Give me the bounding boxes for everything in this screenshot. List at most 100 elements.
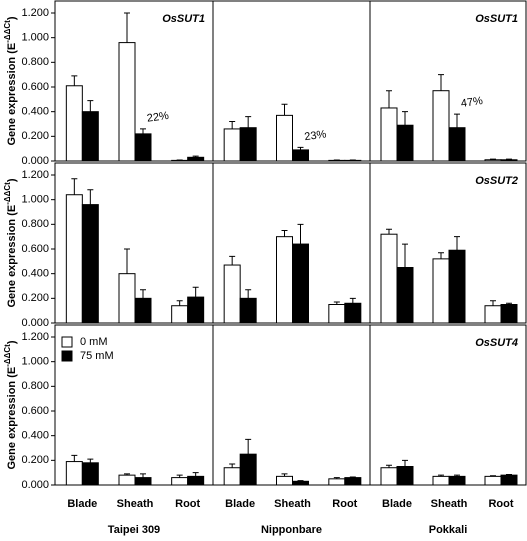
y-tick-label: 0.000 — [21, 155, 49, 167]
error-bar — [490, 300, 496, 306]
panel-frame — [212, 324, 371, 486]
error-bar — [140, 473, 146, 478]
bar — [292, 480, 309, 486]
bar — [448, 127, 466, 162]
error-bar — [245, 438, 252, 455]
bar — [432, 258, 450, 324]
y-tick-label: 0.400 — [21, 430, 49, 442]
error-bar — [386, 90, 392, 108]
legend-label: 0 mM — [80, 336, 108, 348]
error-bar — [386, 464, 392, 468]
bar — [292, 149, 309, 162]
y-tick-label: 0.600 — [21, 243, 49, 255]
bar — [292, 243, 309, 324]
error-bar — [490, 158, 496, 160]
error-bar — [506, 158, 512, 160]
y-axis-label-main: Gene expression (E — [6, 43, 18, 146]
bar — [134, 477, 152, 486]
bar — [484, 159, 502, 162]
error-bar — [402, 243, 408, 268]
y-tick-label: 0.600 — [21, 81, 49, 93]
error-bar — [124, 473, 130, 476]
x-axis-label: Nipponbare — [261, 524, 322, 536]
error-bar — [402, 111, 408, 126]
bar — [276, 475, 293, 486]
error-bar — [140, 128, 146, 134]
y-axis-label-sup: -ΔΔCt — [3, 20, 12, 43]
gene-label: OsSUT1 — [162, 13, 205, 25]
error-bar — [454, 474, 460, 477]
y-tick-label: 0.200 — [21, 454, 49, 466]
bar — [396, 124, 414, 162]
gene-label: OsSUT1 — [475, 13, 518, 25]
error-bar — [454, 113, 460, 128]
panel-frame — [54, 324, 214, 486]
error-bar — [454, 236, 460, 251]
error-bar — [71, 454, 78, 462]
bar — [171, 477, 189, 486]
y-tick-label: 0.000 — [21, 317, 49, 329]
y-axis-label-main: Gene expression (E — [6, 205, 18, 308]
bar — [396, 267, 414, 324]
bar — [448, 475, 466, 486]
bar — [239, 127, 257, 162]
x-tick-label: Blade — [382, 498, 412, 510]
bar — [118, 273, 136, 324]
error-bar — [281, 473, 288, 477]
gene-label: OsSUT2 — [475, 175, 518, 187]
error-bar — [438, 474, 444, 477]
bar — [65, 85, 83, 162]
error-bar — [192, 155, 199, 158]
error-bar — [506, 302, 512, 305]
error-bar — [349, 476, 356, 478]
y-axis-label-end: ) — [6, 340, 18, 344]
x-tick-label: Sheath — [431, 498, 468, 510]
legend-swatch — [61, 350, 73, 362]
bar — [171, 305, 189, 324]
error-bar — [297, 223, 304, 245]
error-bar — [297, 146, 304, 150]
bar — [500, 474, 518, 486]
y-tick-label: 0.200 — [21, 130, 49, 142]
y-tick-label: 1.200 — [21, 7, 49, 19]
y-tick-label: 1.200 — [21, 331, 49, 343]
error-bar — [192, 472, 199, 477]
bar — [81, 204, 99, 324]
y-tick-label: 0.000 — [21, 479, 49, 491]
y-tick-label: 1.000 — [21, 356, 49, 368]
x-axis-label: Taipei 309 — [108, 524, 160, 536]
y-axis-label: Gene expression (E-ΔΔCt) — [3, 16, 18, 145]
y-axis-label-end: ) — [6, 16, 18, 20]
bar — [239, 453, 257, 486]
bar — [223, 128, 241, 162]
bar — [187, 156, 205, 162]
error-bar — [386, 228, 392, 235]
y-tick-label: 0.400 — [21, 268, 49, 280]
bar — [187, 296, 205, 324]
error-bar — [245, 289, 252, 299]
y-tick-label: 0.200 — [21, 292, 49, 304]
bar — [432, 475, 450, 486]
error-bar — [140, 289, 146, 299]
error-bar — [229, 463, 236, 468]
legend-swatch — [61, 336, 73, 348]
error-bar — [87, 189, 94, 205]
bar — [328, 478, 346, 486]
bar — [448, 249, 466, 324]
y-tick-label: 0.800 — [21, 218, 49, 230]
y-axis-label: Gene expression (E-ΔΔCt) — [3, 340, 18, 469]
error-bar — [87, 458, 94, 463]
error-bar — [176, 300, 183, 306]
bar — [65, 194, 83, 324]
bar — [65, 461, 83, 486]
error-bar — [333, 477, 340, 479]
bar — [134, 133, 152, 162]
error-bar — [124, 248, 130, 274]
panel-frame — [369, 324, 527, 486]
x-tick-label: Blade — [67, 498, 97, 510]
y-tick-label: 0.600 — [21, 405, 49, 417]
y-tick-label: 0.400 — [21, 106, 49, 118]
error-bar — [229, 255, 236, 266]
bar — [187, 475, 205, 486]
bar — [81, 111, 99, 162]
